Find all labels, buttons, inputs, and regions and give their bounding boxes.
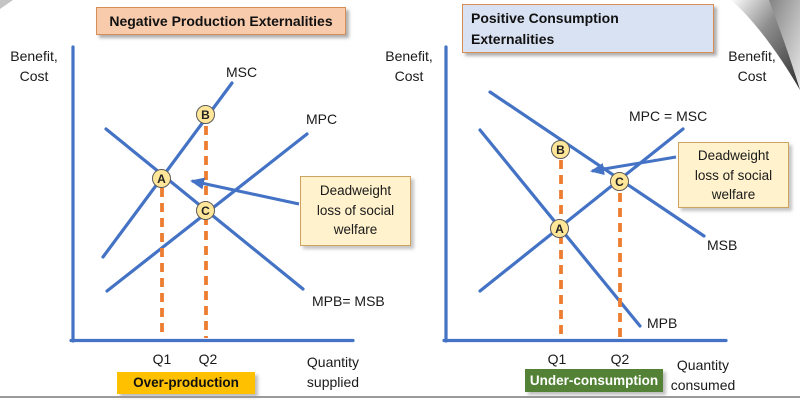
mpb-label: MPB bbox=[647, 315, 678, 331]
left-y-axis-label: Benefit, Cost bbox=[6, 46, 62, 86]
msb-label: MSB bbox=[707, 237, 738, 253]
right-deadweight-note-line3: welfare bbox=[711, 187, 756, 202]
right-deadweight-note-line1: Deadweight bbox=[697, 148, 770, 163]
right-outer-benefit-cost-line1: Benefit, bbox=[728, 48, 776, 64]
left-deadweight-note-line2: loss of social bbox=[316, 202, 395, 218]
left-q2-label: Q2 bbox=[198, 351, 218, 367]
right-panel-lines bbox=[442, 45, 728, 343]
right-panel-title: Positive Consumption Externalities bbox=[462, 4, 714, 53]
left-q1-label: Q1 bbox=[152, 351, 172, 367]
right-panel-title-line2: Externalities bbox=[471, 31, 555, 47]
right-panel-title-line1: Positive Consumption bbox=[471, 10, 619, 26]
mpc-msc-label: MPC = MSC bbox=[629, 108, 708, 124]
right-y-axis-label: Benefit, Cost bbox=[381, 46, 437, 86]
right-outer-benefit-cost-line2: Cost bbox=[737, 68, 767, 84]
right-outer-benefit-cost-label: Benefit, Cost bbox=[724, 46, 780, 86]
left-deadweight-note-line1: Deadweight bbox=[319, 183, 392, 198]
page-curl-cone bbox=[731, 0, 800, 90]
underconsumption-badge: Under-consumption bbox=[525, 369, 663, 392]
left-x-axis-label-line1: Quantity bbox=[306, 354, 360, 370]
right-y-axis-label-line2: Cost bbox=[394, 68, 424, 84]
page-curl bbox=[731, 0, 800, 90]
left-deadweight-arrow bbox=[190, 177, 300, 206]
left-point-c: C bbox=[196, 201, 215, 220]
left-panel-title: Negative Production Externalities bbox=[96, 7, 346, 35]
left-point-b: B bbox=[196, 105, 215, 124]
right-y-axis-label-line1: Benefit, bbox=[385, 48, 433, 64]
right-point-b: B bbox=[551, 140, 570, 159]
left-x-axis-label-line2: supplied bbox=[306, 374, 360, 390]
mpb-msb-label: MPB= MSB bbox=[312, 293, 385, 309]
right-deadweight-note: Deadweight loss of social welfare bbox=[678, 142, 789, 208]
right-q1-label: Q1 bbox=[547, 351, 567, 367]
bottom-rule bbox=[0, 396, 800, 398]
right-point-c: C bbox=[610, 172, 629, 191]
overproduction-badge: Over-production bbox=[117, 372, 255, 394]
right-mpc-msc-curve bbox=[478, 127, 685, 293]
msc-label: MSC bbox=[226, 64, 258, 80]
top-left-corner-mark bbox=[0, 0, 13, 9]
right-point-a: A bbox=[550, 219, 569, 238]
right-x-axis-label-line1: Quantity bbox=[676, 357, 730, 373]
right-x-axis-label-line2: consumed bbox=[670, 377, 736, 393]
left-deadweight-note: Deadweight loss of social welfare bbox=[300, 176, 411, 246]
right-q2-label: Q2 bbox=[610, 351, 630, 367]
right-deadweight-arrow bbox=[590, 155, 677, 175]
right-deadweight-note-line2: loss of social bbox=[694, 167, 773, 183]
left-point-a: A bbox=[152, 169, 171, 188]
right-x-axis-label: Quantity consumed bbox=[671, 355, 736, 395]
mpc-label: MPC bbox=[306, 111, 338, 127]
left-y-axis-label-line2: Cost bbox=[19, 68, 49, 84]
left-deadweight-note-line3: welfare bbox=[333, 222, 378, 237]
left-y-axis-label-line1: Benefit, bbox=[10, 48, 58, 64]
left-x-axis-label: Quantity supplied bbox=[307, 352, 359, 392]
